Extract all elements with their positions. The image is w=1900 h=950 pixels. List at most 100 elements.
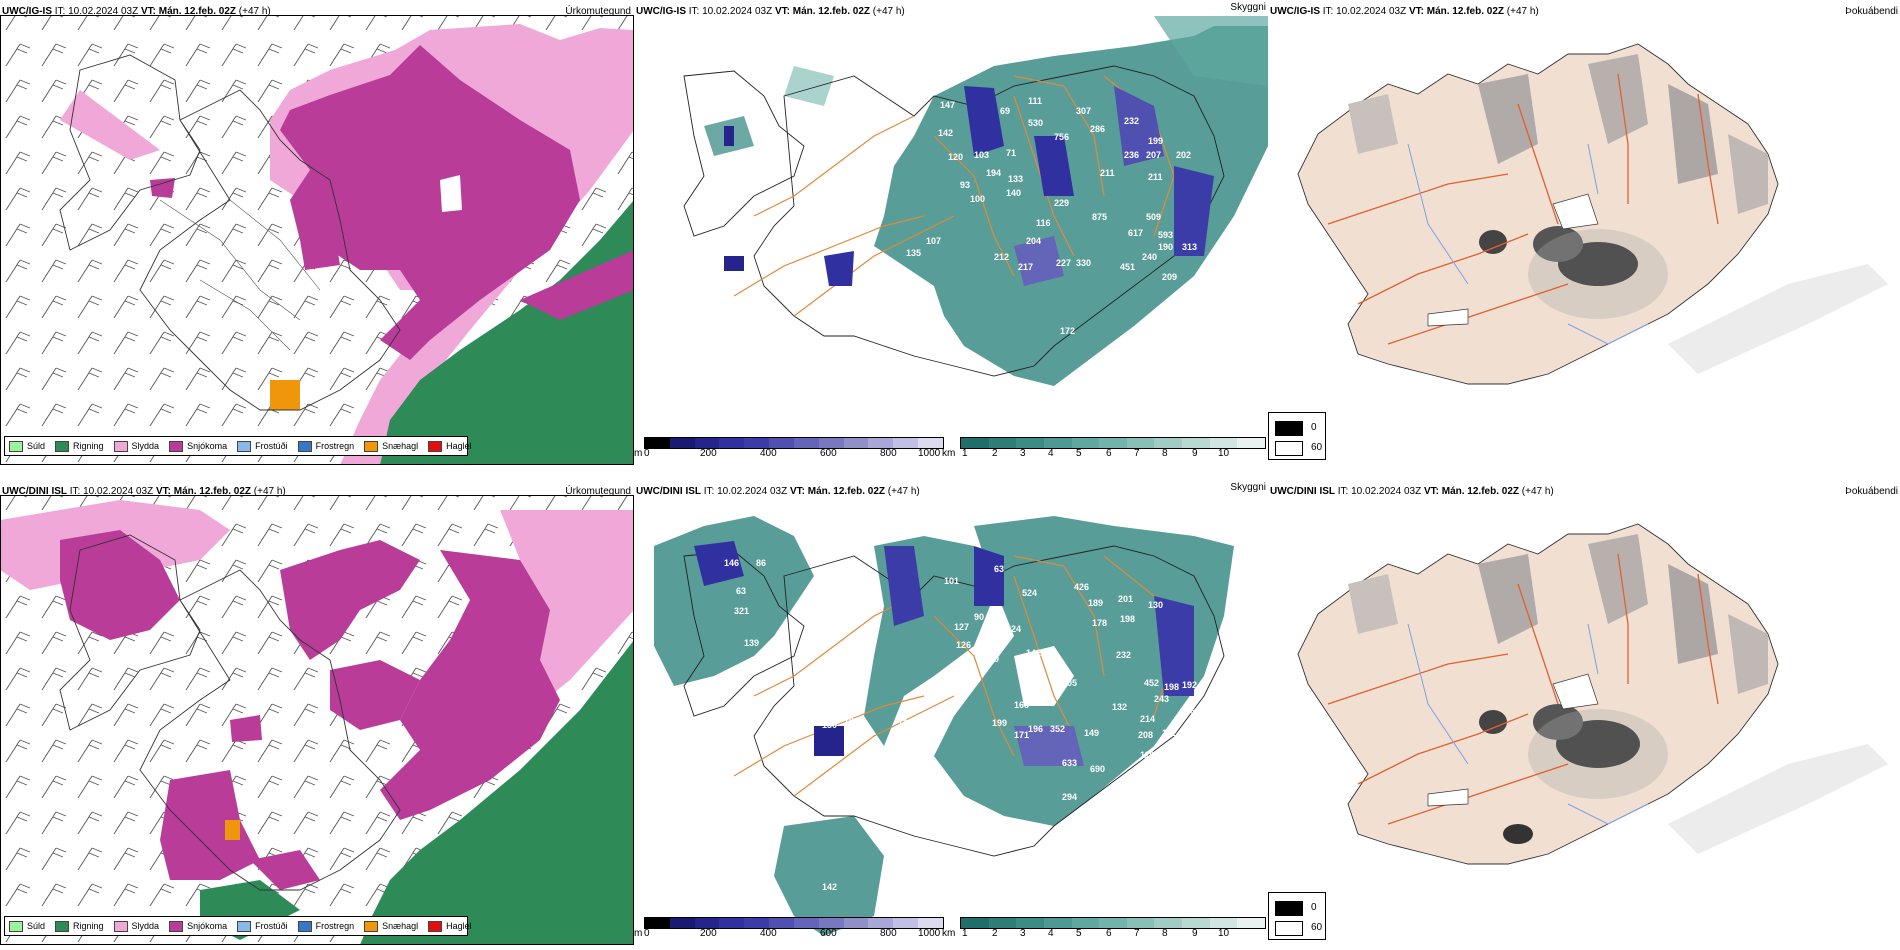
panel-product-name: Þokuábendi xyxy=(1845,486,1898,497)
legend-label: Slydda xyxy=(131,921,160,931)
svg-text:171: 171 xyxy=(1014,730,1029,740)
it-label: IT: xyxy=(54,6,66,17)
visibility-map: 111 69 530 307 286 232 756 142 147 433 1… xyxy=(683,16,1268,386)
svg-text:352: 352 xyxy=(1050,724,1065,734)
svg-text:152: 152 xyxy=(1162,728,1177,738)
legend-label: Frostregn xyxy=(315,441,355,451)
svg-text:452: 452 xyxy=(1144,678,1159,688)
svg-text:505: 505 xyxy=(1062,678,1077,688)
vt-label: VT: xyxy=(774,6,790,17)
legend-item: Slydda xyxy=(113,920,160,932)
svg-text:180: 180 xyxy=(984,654,999,664)
visibility-panel-top: UWC/IG-IS IT: 10.02.2024 03Z VT: Mán. 12… xyxy=(634,0,1268,470)
legend-swatch-sleet xyxy=(113,440,128,452)
legend-item: Haglél xyxy=(428,920,472,932)
tick-label: 7 xyxy=(1134,448,1140,459)
unit-label: m xyxy=(634,448,643,459)
fog-map xyxy=(1297,523,1888,865)
legend-swatch-snow xyxy=(169,440,184,452)
km-colorbar-labels: km 1 2 3 4 5 6 7 8 9 10 xyxy=(942,448,1268,462)
legend-item: Haglél xyxy=(428,440,472,452)
visibility-labels: 146 86 63 321 139 101 63 524 426 189 201… xyxy=(724,558,1197,892)
legend-label: Snjókoma xyxy=(187,441,228,451)
svg-text:286: 286 xyxy=(1090,124,1105,134)
svg-text:93: 93 xyxy=(960,180,970,190)
tick-label: 1000 xyxy=(918,928,941,939)
panel-title: UWC/DINI ISL IT: 10.02.2024 03Z VT: Mán.… xyxy=(636,486,920,497)
tick-label: 9 xyxy=(1192,928,1198,939)
svg-text:140: 140 xyxy=(1006,188,1021,198)
svg-text:214: 214 xyxy=(1140,714,1155,724)
legend-label: Rigning xyxy=(73,921,104,931)
tick-label: 2 xyxy=(992,928,998,939)
svg-text:103: 103 xyxy=(974,150,989,160)
legend-item: Snæhagl xyxy=(364,440,418,452)
svg-text:199: 199 xyxy=(1148,136,1163,146)
svg-text:192: 192 xyxy=(1182,680,1197,690)
tick-label: 5 xyxy=(1076,448,1082,459)
svg-text:426: 426 xyxy=(1074,582,1089,592)
svg-text:86: 86 xyxy=(756,558,766,568)
precip-legend: Súld Rigning Slydda Snjókoma Frostúði Fr… xyxy=(4,916,472,936)
fog-scale-swatch-black xyxy=(1275,421,1303,436)
svg-text:212: 212 xyxy=(994,252,1009,262)
lead-time: (+47 h) xyxy=(887,486,920,497)
svg-text:139: 139 xyxy=(744,638,759,648)
tick-label: 1 xyxy=(962,448,968,459)
vt-label: VT: xyxy=(140,6,156,17)
svg-text:206: 206 xyxy=(1180,706,1195,716)
legend-item: Frostúði xyxy=(237,920,288,932)
it-value: 10.02.2024 03Z xyxy=(68,6,139,17)
svg-text:100: 100 xyxy=(970,194,985,204)
fog-scale-label: 0 xyxy=(1311,902,1317,913)
visibility-map: 146 86 63 321 139 101 63 524 426 189 201… xyxy=(654,516,1234,936)
svg-text:198: 198 xyxy=(1164,682,1179,692)
it-label: IT: xyxy=(703,486,715,497)
fog-scale-swatch-black xyxy=(1275,901,1303,916)
legend-item: Rigning xyxy=(55,440,104,452)
vt-value: Mán. 12.feb. 02Z xyxy=(792,6,870,17)
svg-text:132: 132 xyxy=(1112,702,1127,712)
tick-label: 6 xyxy=(1106,928,1112,939)
legend-item: Frostregn xyxy=(297,440,355,452)
panel-product-name: Úrkomutegund xyxy=(565,486,631,497)
svg-text:617: 617 xyxy=(1128,228,1143,238)
svg-text:107: 107 xyxy=(926,236,941,246)
svg-text:433: 433 xyxy=(864,124,879,134)
svg-text:690: 690 xyxy=(1090,764,1105,774)
svg-text:67: 67 xyxy=(1022,684,1032,694)
panel-title: UWC/IG-IS IT: 10.02.2024 03Z VT: Mán. 12… xyxy=(1270,6,1539,17)
svg-text:63: 63 xyxy=(736,586,746,596)
fog-panel-bottom: UWC/DINI ISL IT: 10.02.2024 03Z VT: Mán.… xyxy=(1268,480,1900,950)
map-frame xyxy=(0,15,634,465)
svg-text:120: 120 xyxy=(948,152,963,162)
it-value: 10.02.2024 03Z xyxy=(702,6,773,17)
legend-swatch-freezing-drizzle xyxy=(237,920,252,932)
lead-time: (+47 h) xyxy=(238,6,271,17)
precip-map xyxy=(1,496,633,944)
legend-swatch-freezing-drizzle xyxy=(237,440,252,452)
svg-text:147: 147 xyxy=(940,100,955,110)
tick-label: 10 xyxy=(1218,448,1230,459)
tick-label: 8 xyxy=(1162,448,1168,459)
svg-text:194: 194 xyxy=(986,168,1001,178)
tick-label: 9 xyxy=(1192,448,1198,459)
svg-text:207: 207 xyxy=(1146,150,1161,160)
tick-label: 200 xyxy=(700,448,717,459)
legend-label: Frostúði xyxy=(255,441,288,451)
legend-item: Snæhagl xyxy=(364,920,418,932)
map-frame xyxy=(0,495,634,945)
height-colorbar xyxy=(644,917,944,929)
svg-text:90: 90 xyxy=(974,612,984,622)
svg-text:330: 330 xyxy=(1076,258,1091,268)
legend-item: Slydda xyxy=(113,440,159,452)
tick-label: 3 xyxy=(1020,928,1026,939)
it-label: IT: xyxy=(688,6,700,17)
legend-label: Snjókoma xyxy=(187,921,228,931)
svg-text:208: 208 xyxy=(1138,730,1153,740)
legend-swatch-snow-pellets xyxy=(364,440,379,452)
model-name: UWC/DINI ISL xyxy=(1270,486,1335,497)
unit-label: m xyxy=(634,928,643,939)
fog-scale-box: 0 60 xyxy=(1268,412,1326,460)
vt-value: Mán. 12.feb. 02Z xyxy=(1426,6,1504,17)
